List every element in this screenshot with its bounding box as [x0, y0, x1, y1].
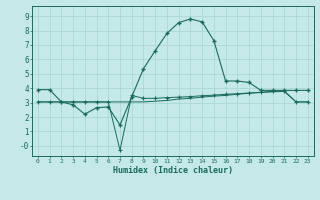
X-axis label: Humidex (Indice chaleur): Humidex (Indice chaleur) — [113, 166, 233, 175]
